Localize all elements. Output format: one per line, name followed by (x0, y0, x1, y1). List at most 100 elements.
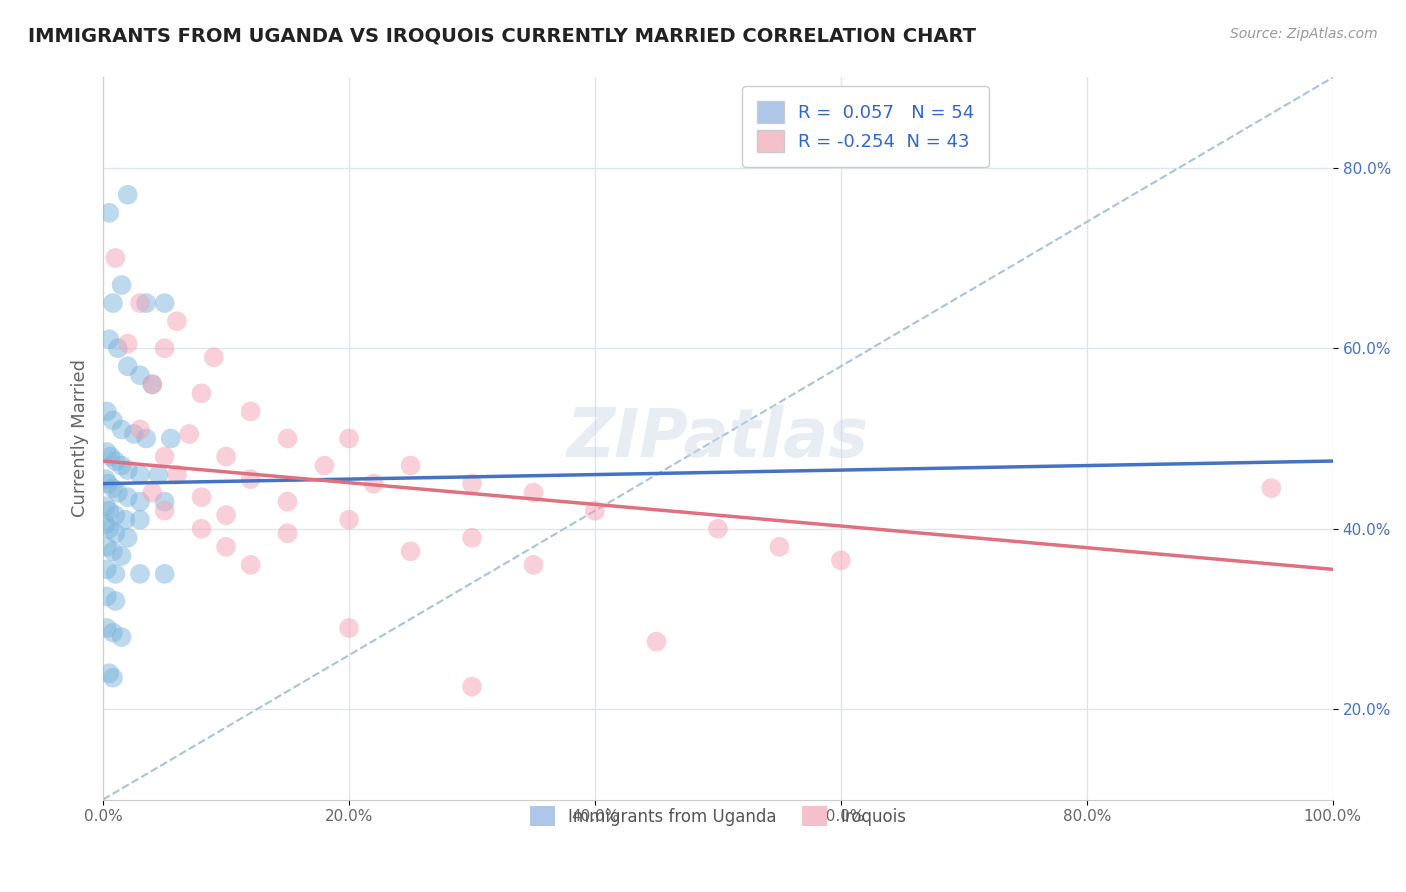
Point (110, 422, 132, 436)
Text: Source: ZipAtlas.com: Source: ZipAtlas.com (1230, 27, 1378, 41)
Point (239, 558, 262, 572)
Point (97, 476, 120, 491)
Point (94, 472, 117, 486)
Point (159, 432, 181, 446)
Point (314, 458, 336, 473)
Point (399, 544, 422, 558)
Point (830, 553, 852, 567)
Point (277, 432, 299, 446)
Point (337, 513, 360, 527)
Point (190, 490, 212, 504)
Point (129, 494, 152, 508)
Point (117, 336, 139, 351)
Point (215, 450, 238, 464)
Point (96, 621, 118, 635)
Point (153, 450, 176, 464)
Point (96, 562, 118, 576)
Point (100, 450, 122, 464)
Point (166, 467, 188, 482)
Point (129, 467, 152, 482)
Point (94, 517, 117, 532)
Point (141, 377, 163, 392)
Point (363, 476, 385, 491)
Point (153, 566, 176, 581)
Point (101, 625, 124, 640)
Point (141, 377, 163, 392)
Point (94, 499, 117, 513)
Point (104, 566, 127, 581)
Point (215, 540, 238, 554)
Point (110, 630, 132, 644)
Point (135, 296, 157, 310)
Point (190, 522, 212, 536)
Point (129, 566, 152, 581)
Point (153, 341, 176, 355)
Point (461, 531, 484, 545)
Point (104, 251, 127, 265)
Point (98, 332, 121, 346)
Point (129, 296, 152, 310)
Point (768, 540, 790, 554)
Point (461, 476, 484, 491)
Point (179, 427, 201, 442)
Point (239, 472, 262, 486)
Point (107, 341, 129, 355)
Point (122, 427, 145, 442)
Point (117, 531, 139, 545)
Point (153, 494, 176, 508)
Text: IMMIGRANTS FROM UGANDA VS IROQUOIS CURRENTLY MARRIED CORRELATION CHART: IMMIGRANTS FROM UGANDA VS IROQUOIS CURRE… (28, 27, 976, 45)
Point (98, 206, 121, 220)
Point (114, 513, 136, 527)
Point (104, 508, 127, 523)
Y-axis label: Currently Married: Currently Married (72, 359, 89, 517)
Point (117, 187, 139, 202)
Point (104, 454, 127, 468)
Point (337, 621, 360, 635)
Point (148, 467, 170, 482)
Point (645, 634, 668, 648)
Point (104, 594, 127, 608)
Point (101, 481, 124, 495)
Point (135, 432, 157, 446)
Point (141, 485, 163, 500)
Point (101, 671, 124, 685)
Point (98, 504, 121, 518)
Point (101, 296, 124, 310)
Text: ZIPatlas: ZIPatlas (567, 406, 869, 472)
Point (107, 485, 129, 500)
Point (215, 508, 238, 523)
Point (153, 504, 176, 518)
Point (110, 278, 132, 293)
Point (104, 526, 127, 541)
Point (707, 522, 730, 536)
Point (239, 404, 262, 418)
Point (129, 513, 152, 527)
Point (202, 351, 225, 365)
Point (129, 368, 152, 383)
Point (129, 422, 152, 436)
Point (101, 544, 124, 558)
Point (461, 680, 484, 694)
Point (522, 485, 544, 500)
Point (96, 540, 118, 554)
Point (101, 413, 124, 427)
Point (277, 494, 299, 508)
Legend: Immigrants from Uganda, Iroquois: Immigrants from Uganda, Iroquois (522, 797, 914, 835)
Point (98, 666, 121, 681)
Point (98, 522, 121, 536)
Point (110, 458, 132, 473)
Point (117, 490, 139, 504)
Point (96, 590, 118, 604)
Point (96, 445, 118, 459)
Point (522, 558, 544, 572)
Point (96, 404, 118, 418)
Point (153, 296, 176, 310)
Point (166, 314, 188, 328)
Point (277, 526, 299, 541)
Point (117, 359, 139, 374)
Point (1260, 481, 1282, 495)
Point (117, 463, 139, 477)
Point (190, 386, 212, 401)
Point (583, 504, 606, 518)
Point (337, 432, 360, 446)
